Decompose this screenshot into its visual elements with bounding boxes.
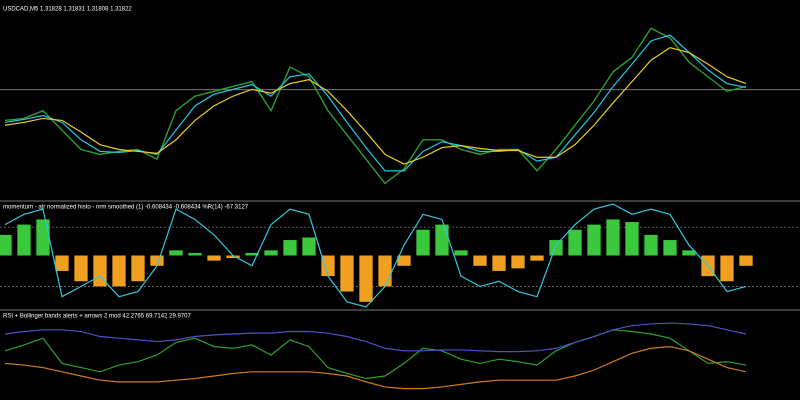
histogram-bar: [359, 255, 373, 302]
series-line: [4, 34, 747, 172]
histogram-bar: [397, 255, 411, 266]
series-line: [4, 203, 747, 308]
histogram-bar: [340, 255, 354, 292]
panel-title: USDCAD,M5 1.31828 1.31831 1.31808 1.3182…: [3, 7, 132, 13]
histogram-bar: [74, 255, 88, 282]
histogram-bar: [150, 255, 164, 266]
histogram-bar: [568, 229, 582, 256]
histogram-bar: [435, 224, 449, 256]
series-line: [4, 47, 747, 165]
histogram-bar: [226, 255, 240, 259]
histogram-bar: [606, 219, 620, 256]
panel-title: RSI + Bollinger bands alerts + arrows 2 …: [3, 314, 191, 320]
histogram-bar: [131, 255, 145, 282]
histogram-bar: [492, 255, 506, 271]
histogram-bar: [112, 255, 126, 287]
histogram-bar: [682, 250, 696, 256]
histogram-bar: [283, 240, 297, 256]
histogram-bar: [454, 250, 468, 256]
histogram-bar: [416, 229, 430, 256]
histogram-bar: [17, 224, 31, 256]
histogram-bar: [188, 252, 202, 256]
histogram-bar: [169, 250, 183, 256]
histogram-bar: [93, 255, 107, 287]
histogram-bar: [511, 255, 525, 269]
histogram-bar: [264, 250, 278, 256]
panel-title: momentum - atr normalized histo - nrm sm…: [3, 205, 249, 211]
histogram-bar: [55, 255, 69, 271]
series-line: [4, 27, 747, 185]
histogram-bar: [720, 255, 734, 282]
histogram-bar: [0, 234, 12, 256]
histogram-bar: [625, 222, 639, 256]
histogram-bar: [245, 252, 259, 256]
histogram-bar: [378, 255, 392, 287]
series-line: [4, 345, 747, 390]
series-line: [4, 322, 747, 353]
histogram-bar: [530, 255, 544, 261]
histogram-bar: [587, 224, 601, 256]
histogram-bar: [663, 240, 677, 256]
series-line: [4, 329, 747, 380]
histogram-bar: [321, 255, 335, 277]
histogram-bar: [644, 234, 658, 256]
histogram-bar: [207, 255, 221, 261]
histogram-bar: [549, 240, 563, 256]
histogram-bar: [739, 255, 753, 266]
histogram-bar: [36, 219, 50, 256]
histogram-bar: [473, 255, 487, 266]
histogram-bar: [302, 237, 316, 256]
